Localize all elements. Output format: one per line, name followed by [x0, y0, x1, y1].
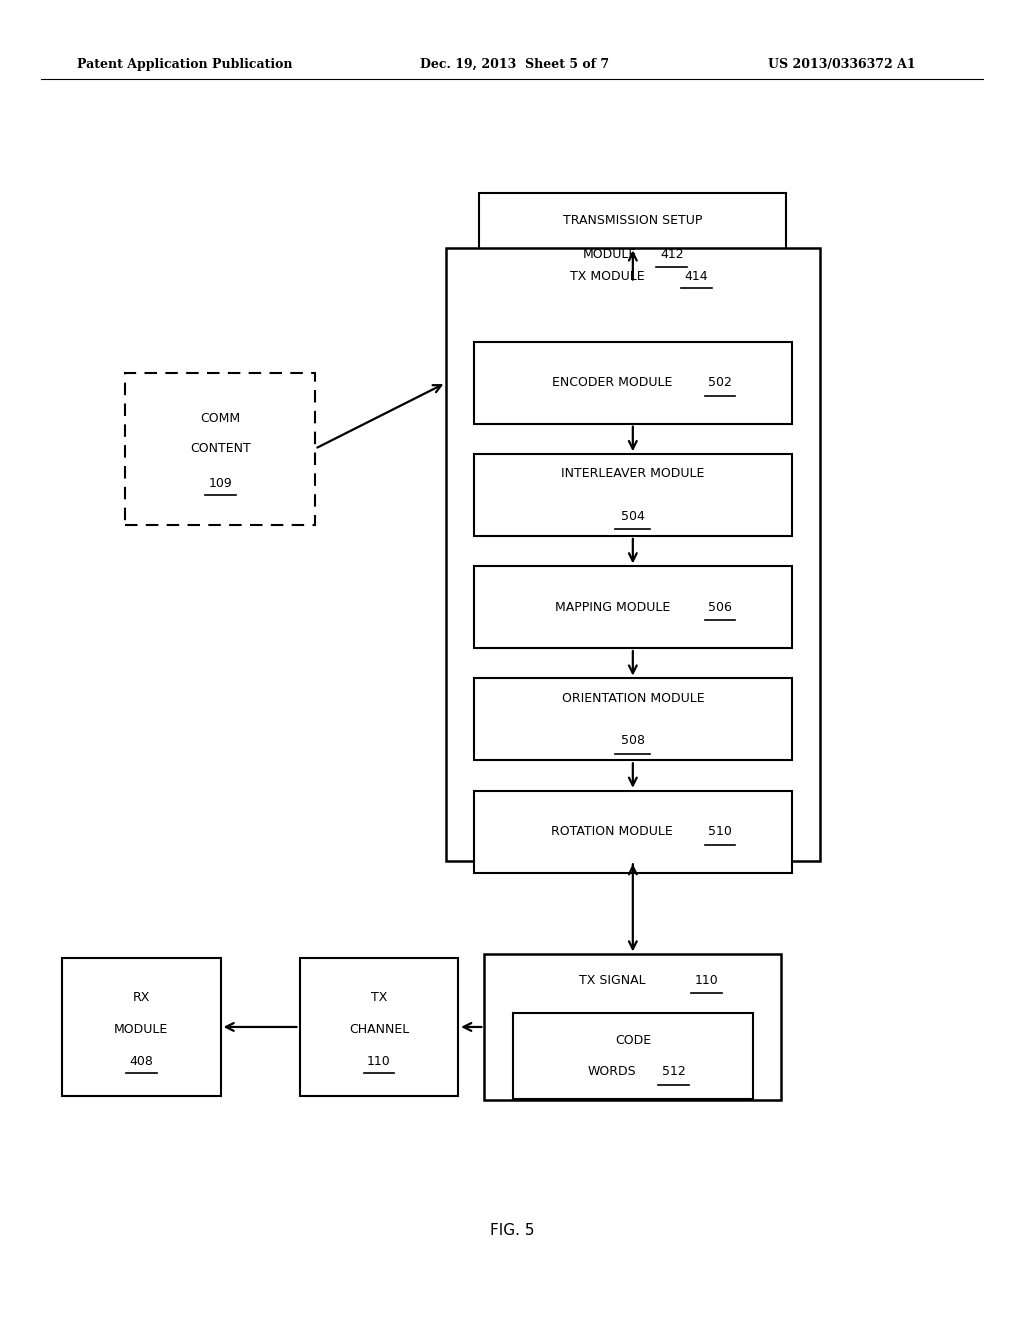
Text: ENCODER MODULE: ENCODER MODULE [552, 376, 673, 389]
Bar [299, 958, 459, 1096]
Text: 512: 512 [662, 1065, 686, 1078]
Text: US 2013/0336372 A1: US 2013/0336372 A1 [768, 58, 915, 71]
Text: 504: 504 [621, 510, 645, 523]
Text: 109: 109 [208, 477, 232, 490]
Text: TX MODULE: TX MODULE [570, 271, 644, 282]
Text: TRANSMISSION SETUP: TRANSMISSION SETUP [563, 214, 702, 227]
Text: ORIENTATION MODULE: ORIENTATION MODULE [561, 692, 705, 705]
Bar [512, 1014, 753, 1098]
Text: FIG. 5: FIG. 5 [489, 1222, 535, 1238]
Text: Patent Application Publication: Patent Application Publication [77, 58, 292, 71]
Bar [474, 566, 792, 648]
Bar [484, 954, 781, 1100]
Text: 412: 412 [659, 248, 684, 261]
Bar [446, 248, 819, 862]
Bar [474, 342, 792, 424]
Text: 414: 414 [684, 271, 709, 282]
Text: INTERLEAVER MODULE: INTERLEAVER MODULE [561, 467, 705, 480]
Bar [62, 958, 221, 1096]
Text: MODULE: MODULE [584, 248, 637, 261]
Text: 408: 408 [129, 1055, 154, 1068]
Text: MODULE: MODULE [115, 1023, 168, 1036]
Text: Dec. 19, 2013  Sheet 5 of 7: Dec. 19, 2013 Sheet 5 of 7 [420, 58, 609, 71]
Text: COMM: COMM [200, 412, 241, 425]
Text: TX SIGNAL: TX SIGNAL [579, 974, 646, 987]
Text: TX: TX [371, 991, 387, 1005]
Text: 110: 110 [367, 1055, 391, 1068]
Text: 502: 502 [708, 376, 732, 389]
Text: CONTENT: CONTENT [189, 442, 251, 455]
Text: CODE: CODE [614, 1034, 651, 1047]
Bar [479, 193, 786, 282]
Text: 110: 110 [694, 974, 719, 987]
Text: 508: 508 [621, 734, 645, 747]
Text: MAPPING MODULE: MAPPING MODULE [555, 601, 670, 614]
Text: RX: RX [133, 991, 150, 1005]
Bar [474, 678, 792, 760]
Text: CHANNEL: CHANNEL [349, 1023, 409, 1036]
Bar [474, 454, 792, 536]
Text: 506: 506 [708, 601, 732, 614]
Text: ROTATION MODULE: ROTATION MODULE [552, 825, 673, 838]
Bar [125, 372, 315, 524]
Text: WORDS: WORDS [588, 1065, 637, 1078]
Text: 510: 510 [708, 825, 732, 838]
Bar [474, 791, 792, 873]
